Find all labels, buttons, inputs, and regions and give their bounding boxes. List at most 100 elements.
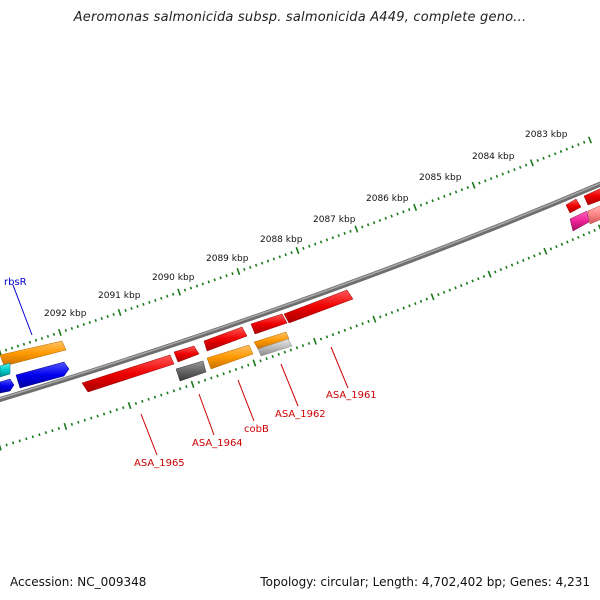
inner-tick xyxy=(38,433,41,437)
gene-blue-reverse-left[interactable] xyxy=(0,378,15,394)
inner-tick xyxy=(63,422,68,431)
outer-tick xyxy=(587,136,593,144)
outer-tick xyxy=(495,174,499,178)
inner-tick xyxy=(402,306,405,310)
outer-tick xyxy=(466,186,469,190)
inner-tick xyxy=(301,344,305,348)
outer-tick xyxy=(396,212,399,216)
outer-tick xyxy=(454,190,458,194)
kbp-scale-labels: 2083 kbp 2084 kbp 2085 kbp 2086 kbp 2087 kbp… xyxy=(44,130,568,319)
inner-tick xyxy=(396,308,400,312)
outer-tick xyxy=(272,257,276,261)
inner-tick xyxy=(582,233,585,237)
outer-tick xyxy=(124,308,127,312)
inner-tick xyxy=(390,311,394,315)
inner-tick xyxy=(408,304,411,308)
inner-tick xyxy=(178,387,182,391)
gene-asa1962-forward[interactable] xyxy=(250,313,288,335)
accession-text: Accession: NC_009348 xyxy=(10,575,147,589)
gene-cobb-forward[interactable] xyxy=(203,326,248,352)
inner-tick xyxy=(115,408,119,412)
inner-tick xyxy=(543,247,548,255)
inner-tick xyxy=(307,341,311,345)
gene-gray-reverse[interactable] xyxy=(175,360,207,382)
inner-tick xyxy=(203,378,207,382)
gene-orange-reverse[interactable] xyxy=(206,344,254,370)
outer-tick xyxy=(366,223,370,227)
gene-asa1961-forward[interactable] xyxy=(283,289,354,324)
gene-label-asa1962[interactable]: ASA_1962 xyxy=(275,409,326,420)
gene-label-asa1965[interactable]: ASA_1965 xyxy=(134,458,185,469)
outer-tick xyxy=(278,255,281,259)
outer-tick xyxy=(577,143,580,147)
outer-tick xyxy=(136,304,139,308)
inner-tick xyxy=(430,293,435,301)
callout-lines xyxy=(12,284,349,456)
outer-tick xyxy=(189,286,193,290)
kbp-label: 2084 kbp xyxy=(472,152,515,162)
inner-tick xyxy=(77,420,80,424)
outer-tick xyxy=(513,168,516,172)
inner-tick xyxy=(31,435,35,439)
gene-cyan-reverse[interactable] xyxy=(0,362,11,378)
outer-tick xyxy=(337,234,340,238)
inner-tick xyxy=(487,270,492,278)
outer-tick xyxy=(402,210,405,214)
outer-tick xyxy=(10,346,14,350)
inner-tick xyxy=(51,429,54,433)
inner-tick xyxy=(185,385,188,389)
inner-tick xyxy=(337,330,341,334)
inner-tick xyxy=(83,418,86,422)
gene-blue-reverse[interactable] xyxy=(15,361,70,389)
gene-asa1965-reverse[interactable] xyxy=(81,354,175,393)
gene-label-asa1964[interactable]: ASA_1964 xyxy=(192,438,243,449)
inner-tick xyxy=(18,439,21,443)
gene-orange-forward[interactable] xyxy=(0,340,67,367)
outer-tick xyxy=(565,147,569,151)
inner-tick xyxy=(102,412,106,416)
inner-tick xyxy=(465,281,469,285)
gene-asa1964-forward[interactable] xyxy=(173,345,200,363)
inner-tick xyxy=(240,365,244,369)
inner-tick xyxy=(271,355,274,358)
outer-tick xyxy=(112,313,115,316)
gene-label-asa1961[interactable]: ASA_1961 xyxy=(326,390,377,401)
gene-red-forward-right-small[interactable] xyxy=(565,198,582,214)
inner-tick xyxy=(533,254,536,258)
inner-tick xyxy=(437,293,440,297)
inner-tick xyxy=(325,335,329,339)
gene-lightgray-reverse[interactable] xyxy=(257,338,293,357)
outer-tick xyxy=(225,274,228,278)
outer-tick xyxy=(478,181,481,185)
inner-tick xyxy=(96,414,99,418)
outer-tick xyxy=(343,231,346,235)
inner-tick xyxy=(425,297,429,301)
outer-tick xyxy=(76,324,80,328)
outer-tick xyxy=(489,177,493,181)
gene-pink-reverse[interactable] xyxy=(587,204,600,225)
outer-tick xyxy=(542,156,545,160)
outer-tick xyxy=(243,267,246,271)
outer-tick xyxy=(195,284,199,288)
inner-tick xyxy=(482,274,486,278)
outer-tick xyxy=(390,214,393,218)
gene-orange-reverse-small[interactable] xyxy=(253,331,290,350)
outer-tick xyxy=(284,253,287,257)
outer-tick xyxy=(536,159,539,163)
inner-tick xyxy=(122,406,125,410)
callout-cobb xyxy=(237,379,255,422)
inner-tick xyxy=(313,337,317,345)
gene-magenta-reverse[interactable] xyxy=(569,210,590,232)
inner-tick xyxy=(5,443,8,447)
outer-tick xyxy=(582,140,586,144)
callout-asa1961 xyxy=(330,346,349,389)
inner-tick xyxy=(166,391,169,395)
outer-tick xyxy=(471,181,476,189)
topology-text: Topology: circular; Length: 4,702,402 bp… xyxy=(260,575,590,589)
gene-label-rbsr[interactable]: rbsR xyxy=(4,277,27,288)
inner-tick xyxy=(442,290,446,294)
gene-red-forward-right[interactable] xyxy=(583,187,600,206)
gene-label-cobb[interactable]: cobB xyxy=(244,424,269,435)
inner-tick xyxy=(571,238,575,242)
kbp-label: 2083 kbp xyxy=(525,130,568,140)
